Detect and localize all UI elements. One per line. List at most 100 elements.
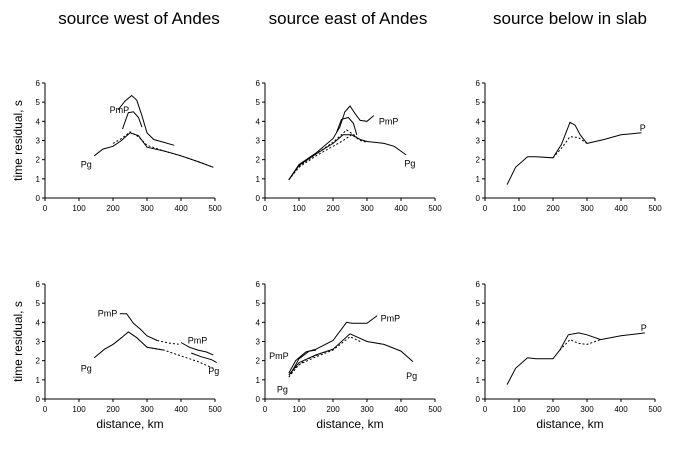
phase-label-pg: Pg <box>406 371 417 381</box>
x-tick-label: 100 <box>512 405 526 414</box>
panel-r1-c2: 0 1 2 3 4 5 6 0 100 200 300 400 500 distance, km P <box>476 280 663 431</box>
y-tick-label: 3 <box>256 137 261 146</box>
phase-label-pmp: PmP <box>379 116 399 126</box>
y-tick-label: 0 <box>256 395 261 404</box>
x-tick-label: 100 <box>292 405 306 414</box>
y-axis-label: time residual, s <box>11 100 25 181</box>
y-tick-label: 0 <box>36 395 41 404</box>
series-line-curve-3-dotted <box>288 134 368 181</box>
phase-label-p: P <box>640 123 646 133</box>
series-line-curve-2-solid <box>122 111 143 130</box>
y-tick-label: 1 <box>256 376 261 385</box>
series-line-pg-solid <box>288 134 407 181</box>
x-tick-label: 200 <box>546 204 560 213</box>
series-line-curve-1-dotted <box>559 339 601 351</box>
y-tick-label: 5 <box>256 299 261 308</box>
x-tick-label: 400 <box>394 405 408 414</box>
x-axis-label: distance, km <box>536 417 603 431</box>
series-line-curve-3-solid <box>191 352 217 364</box>
series-line-pmp-solid <box>119 313 158 341</box>
phase-label-pmp: PmP <box>188 336 208 346</box>
y-tick-label: 5 <box>36 299 41 308</box>
x-tick-label: 400 <box>394 204 408 213</box>
x-tick-label: 500 <box>428 405 442 414</box>
phase-label-pmp: PmP <box>381 314 401 324</box>
x-tick-label: 0 <box>43 204 48 213</box>
x-tick-label: 400 <box>614 204 628 213</box>
y-tick-label: 2 <box>36 156 41 165</box>
x-tick-label: 200 <box>106 405 120 414</box>
series-line-pg-solid <box>288 333 414 376</box>
column-title-east: source east of Andes <box>269 9 428 28</box>
panel-r1-c1: 0 1 2 3 4 5 6 0 100 200 300 400 500 distance, km PmP Pm… <box>256 280 443 431</box>
series-line-curve-2-solid <box>290 349 317 375</box>
y-tick-label: 3 <box>36 137 41 146</box>
x-axis-label: distance, km <box>96 417 163 431</box>
y-tick-label: 0 <box>256 194 261 203</box>
series-line-curve-5-dotted <box>157 340 182 345</box>
phase-label-p: P <box>641 323 647 333</box>
series-line-curve-3-dotted <box>288 336 361 378</box>
x-tick-label: 0 <box>483 405 488 414</box>
x-tick-label: 200 <box>326 405 340 414</box>
series-line-p-solid <box>506 121 642 185</box>
x-tick-label: 400 <box>614 405 628 414</box>
series-line-curve-2-solid <box>335 116 358 135</box>
y-tick-label: 6 <box>476 280 481 289</box>
x-tick-label: 500 <box>648 405 662 414</box>
x-tick-label: 500 <box>428 204 442 213</box>
series-line-pmp-solid <box>288 315 378 374</box>
y-tick-label: 2 <box>476 156 481 165</box>
x-tick-label: 100 <box>72 204 86 213</box>
y-tick-label: 2 <box>36 357 41 366</box>
x-tick-label: 0 <box>483 204 488 213</box>
series-line-curve-1-dotted <box>552 136 588 159</box>
y-tick-label: 6 <box>476 79 481 88</box>
x-tick-label: 500 <box>208 405 222 414</box>
series-line-curve-2-solid <box>180 342 214 356</box>
phase-label-pmp: PmP <box>269 351 289 361</box>
y-tick-label: 3 <box>256 338 261 347</box>
phase-label-pmp: PmP <box>110 105 130 115</box>
y-tick-label: 6 <box>256 280 261 289</box>
x-tick-label: 300 <box>140 405 154 414</box>
x-tick-label: 200 <box>326 204 340 213</box>
x-tick-label: 300 <box>580 405 594 414</box>
panel-r0-c2: 0 1 2 3 4 5 6 0 100 200 300 400 500 P <box>476 79 663 213</box>
y-tick-label: 4 <box>476 318 481 327</box>
y-tick-label: 1 <box>36 376 41 385</box>
phase-label-pmp: PmP <box>98 309 118 319</box>
y-tick-label: 0 <box>476 395 481 404</box>
panel-r0-c1: 0 1 2 3 4 5 6 0 100 200 300 400 500 PmP Pg <box>256 79 443 213</box>
y-tick-label: 5 <box>256 98 261 107</box>
y-tick-label: 5 <box>476 98 481 107</box>
y-tick-label: 5 <box>476 299 481 308</box>
phase-label-pg: Pg <box>81 363 92 373</box>
x-tick-label: 200 <box>106 204 120 213</box>
y-tick-label: 4 <box>256 318 261 327</box>
x-tick-label: 100 <box>512 204 526 213</box>
phase-label-pg: Pg <box>404 159 415 169</box>
series-line-pg-solid <box>93 132 214 168</box>
series-line-pg-solid <box>93 331 165 359</box>
y-tick-label: 2 <box>256 156 261 165</box>
column-title-slab: source below in slab <box>493 9 647 28</box>
x-tick-label: 300 <box>140 204 154 213</box>
series-line-curve-4-dotted <box>291 348 334 371</box>
series-line-curve-3-dotted <box>112 131 214 168</box>
series-line-pmp-solid <box>288 105 375 181</box>
x-tick-label: 0 <box>43 405 48 414</box>
y-tick-label: 4 <box>256 117 261 126</box>
x-tick-label: 100 <box>292 204 306 213</box>
y-tick-label: 6 <box>256 79 261 88</box>
y-tick-label: 1 <box>476 376 481 385</box>
x-tick-label: 500 <box>648 204 662 213</box>
phase-label-pg: Pg <box>81 159 92 169</box>
series-line-pmp-solid <box>117 94 175 146</box>
y-tick-label: 1 <box>256 175 261 184</box>
x-tick-label: 500 <box>208 204 222 213</box>
y-tick-label: 2 <box>476 357 481 366</box>
x-tick-label: 300 <box>360 405 374 414</box>
